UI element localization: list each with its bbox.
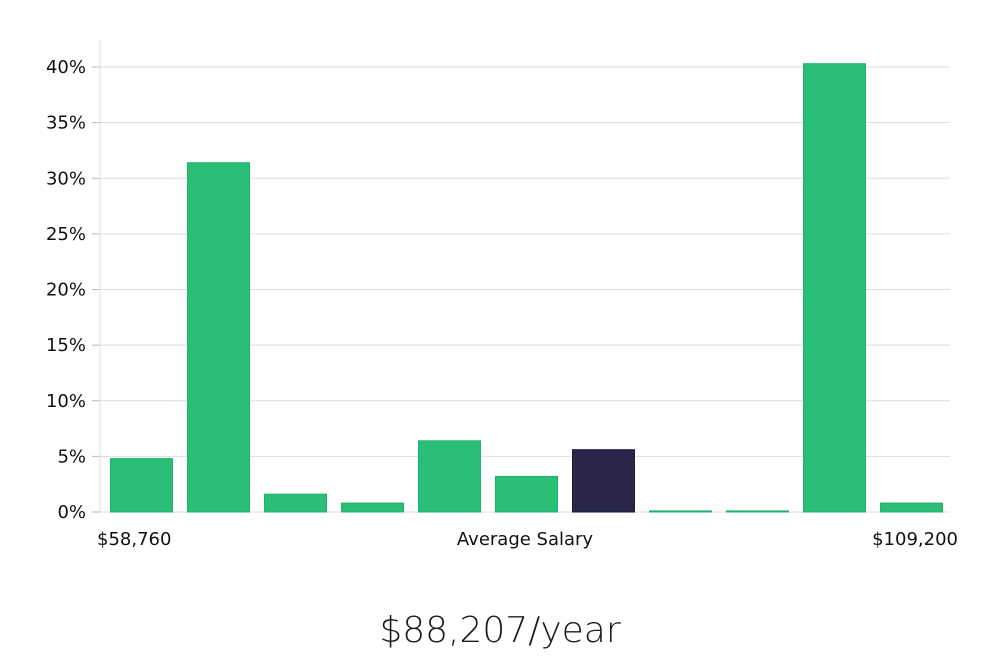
x-max-label: $109,200 <box>872 529 958 550</box>
bar <box>726 510 789 513</box>
y-tick-label: 0% <box>57 502 86 523</box>
y-tick-label: 40% <box>46 57 86 78</box>
y-tick-label: 5% <box>57 446 86 467</box>
x-axis-title: Average Salary <box>456 529 594 550</box>
bar-highlight <box>572 449 635 513</box>
bar <box>418 440 481 513</box>
bar <box>495 475 558 513</box>
y-tick-label: 25% <box>46 224 86 245</box>
bar <box>649 510 712 513</box>
y-tick-label: 20% <box>46 280 86 301</box>
average-salary-headline: $88,207/year <box>379 610 621 651</box>
bars <box>110 63 943 513</box>
y-tick-label: 30% <box>46 168 86 189</box>
bar <box>803 63 866 513</box>
bar <box>110 458 173 513</box>
y-tick-label: 10% <box>46 391 86 412</box>
salary-histogram: 0% 5% 10% 15% 20% 25% 30% 35% 40% <box>46 40 950 523</box>
y-tick-label: 35% <box>46 113 86 134</box>
bar <box>880 502 943 513</box>
bar <box>187 162 250 513</box>
bar <box>264 493 327 513</box>
bar <box>341 502 404 513</box>
y-tick-label: 15% <box>46 335 86 356</box>
y-axis-ticks: 0% 5% 10% 15% 20% 25% 30% 35% 40% <box>46 57 100 523</box>
x-min-label: $58,760 <box>97 529 172 550</box>
